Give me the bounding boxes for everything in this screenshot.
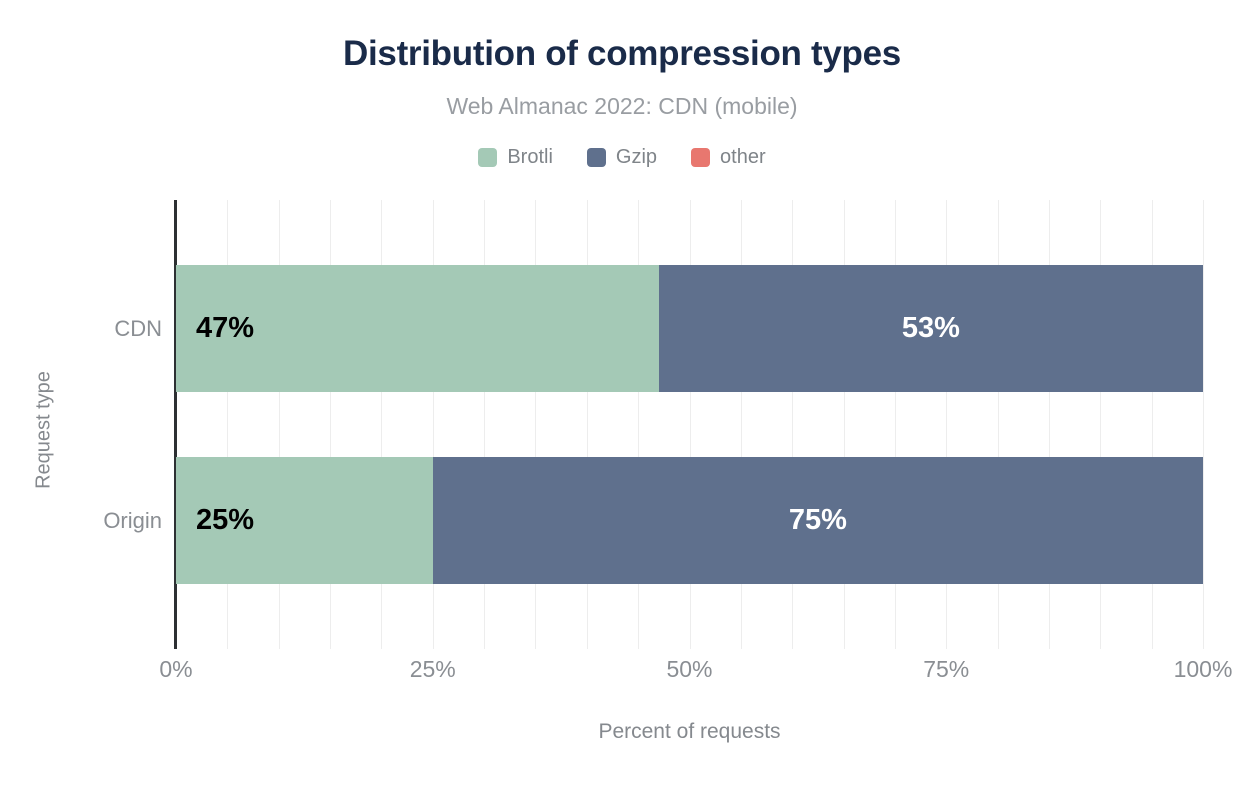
- chart-subtitle: Web Almanac 2022: CDN (mobile): [446, 93, 798, 119]
- bar-value-label: 47%: [196, 312, 255, 344]
- x-tick-100: 100%: [1173, 656, 1233, 682]
- chart-title: Distribution of compression types: [343, 34, 901, 73]
- legend-label: Gzip: [615, 146, 658, 168]
- gridline: [432, 200, 434, 649]
- gridline: [1048, 200, 1050, 649]
- bar-value-label: 75%: [788, 504, 847, 536]
- gridline: [1151, 200, 1153, 649]
- legend-swatch-gzip: [586, 148, 606, 167]
- bar-segment-cdn-brotli[interactable]: 47%: [176, 265, 659, 392]
- gridline: [535, 200, 537, 649]
- y-tick-cdn: CDN: [114, 315, 162, 341]
- gridline: [689, 200, 691, 649]
- legend-label: other: [720, 146, 766, 168]
- gridline: [278, 200, 280, 649]
- x-tick-25: 25%: [409, 656, 456, 682]
- gridline: [1203, 200, 1204, 649]
- gridline: [946, 200, 948, 649]
- gridline: [792, 200, 794, 649]
- bar-value-label: 53%: [901, 312, 960, 344]
- legend-swatch-other: [691, 148, 711, 167]
- gridline: [330, 200, 332, 649]
- x-tick-75: 75%: [923, 656, 970, 682]
- legend-item-brotli[interactable]: Brotli: [478, 146, 553, 169]
- bar-segment-origin-brotli[interactable]: 25%: [176, 457, 433, 584]
- y-axis-line: [174, 200, 177, 649]
- bar-segment-cdn-gzip[interactable]: 53%: [658, 265, 1203, 392]
- bar-segment-origin-gzip[interactable]: 75%: [432, 457, 1203, 584]
- legend-item-other[interactable]: other: [691, 146, 766, 169]
- legend: Brotli Gzip other: [0, 146, 1244, 169]
- plot-area: 47% 53% 25% 75%: [174, 200, 1204, 649]
- bar-value-label: 25%: [196, 504, 255, 536]
- y-tick-origin: Origin: [103, 507, 162, 533]
- y-axis-label: Request type: [32, 371, 55, 489]
- gridline: [638, 200, 640, 649]
- gridline: [227, 200, 229, 649]
- gridline: [484, 200, 486, 649]
- x-tick-50: 50%: [666, 656, 713, 682]
- x-tick-0: 0%: [159, 656, 193, 682]
- bar-row-origin: 25% 75%: [176, 457, 1203, 584]
- x-axis-label: Percent of requests: [598, 720, 781, 743]
- bar-row-cdn: 47% 53%: [176, 265, 1203, 392]
- gridline: [997, 200, 999, 649]
- legend-label: Brotli: [507, 146, 553, 168]
- gridline: [740, 200, 742, 649]
- gridline: [843, 200, 845, 649]
- gridline: [381, 200, 383, 649]
- legend-swatch-brotli: [478, 148, 498, 167]
- gridline: [586, 200, 588, 649]
- gridline: [894, 200, 896, 649]
- gridline: [1100, 200, 1102, 649]
- legend-item-gzip[interactable]: Gzip: [586, 146, 658, 169]
